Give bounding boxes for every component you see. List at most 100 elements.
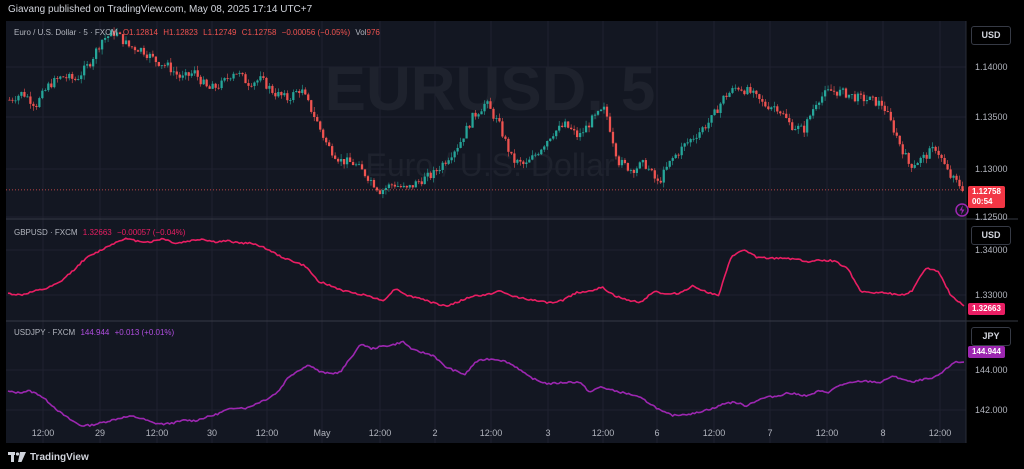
candle-body (345, 157, 349, 165)
candle-body (623, 159, 627, 164)
candle-body (450, 157, 453, 161)
candle-body (692, 138, 695, 140)
candle-body (728, 92, 731, 97)
candle-body (366, 176, 370, 181)
candle-body (528, 159, 531, 163)
eurusd-legend[interactable]: Euro / U.S. Dollar · 5 · FXCM O1.12814 H… (14, 28, 380, 37)
candle-body (525, 162, 528, 164)
candle-body (958, 179, 961, 187)
candle-body (453, 151, 456, 158)
candle-body (378, 190, 382, 195)
candle-body (50, 83, 53, 88)
candle-body (653, 170, 656, 179)
candle-body (354, 164, 358, 166)
footer[interactable]: TradingView (8, 449, 89, 465)
candle-body (904, 153, 907, 155)
candle-body (919, 157, 922, 163)
candle-body (426, 172, 429, 177)
candle-body (127, 40, 131, 47)
candle-body (561, 125, 564, 128)
candle-body (35, 105, 38, 108)
candle-body (253, 82, 256, 87)
candle-body (874, 96, 878, 106)
currency-unit-button[interactable]: USD (971, 26, 1011, 45)
candle-body (507, 138, 510, 152)
candle-body (809, 115, 812, 120)
candle-body (567, 121, 570, 128)
candle-body (955, 175, 958, 180)
candle-body (725, 95, 728, 97)
tradingview-logo-icon (8, 451, 26, 463)
candle-body (417, 181, 420, 183)
candle-body (752, 90, 755, 93)
candle-body (89, 64, 92, 67)
eurusd-low: L1.12749 (203, 28, 237, 37)
watermark-symbol: EURUSD, 5 (325, 55, 656, 124)
candle-body (710, 115, 713, 123)
candle-body (226, 78, 229, 79)
candle-body (438, 169, 441, 172)
price-axis-label: 1.13500 (975, 112, 1008, 122)
candle-body (889, 111, 892, 121)
candle-body (635, 168, 639, 173)
candle-body (106, 36, 110, 39)
candle-body (319, 121, 322, 130)
candle-body (770, 107, 773, 110)
watermark-description: Euro / U.S. Dollar (366, 147, 615, 183)
eurusd-last-price-tag: 1.12758 00:54 (968, 186, 1005, 208)
candle-body (247, 83, 250, 86)
candle-body (339, 159, 343, 162)
price-axis-label: 144.000 (975, 365, 1008, 375)
gbpusd-legend[interactable]: GBPUSD · FXCM 1.32663 −0.00057 (−0.04%) (14, 228, 185, 237)
gbpusd-title: GBPUSD · FXCM (14, 228, 78, 237)
usdjpy-legend[interactable]: USDJPY · FXCM 144.944 +0.013 (+0.01%) (14, 328, 174, 337)
candle-body (504, 136, 507, 139)
candle-body (259, 76, 262, 81)
candle-body (749, 87, 752, 93)
price-axis-label: 1.33000 (975, 290, 1008, 300)
candle-body (351, 161, 355, 166)
candle-body (375, 187, 379, 191)
candle-body (62, 76, 65, 78)
candle-body (178, 74, 181, 78)
candle-body (856, 93, 860, 102)
lightning-icon[interactable] (955, 203, 969, 217)
candle-body (946, 164, 949, 170)
candle-body (118, 32, 122, 35)
candle-body (880, 100, 883, 106)
candle-body (668, 160, 671, 167)
time-axis-label: 12:00 (592, 428, 615, 438)
time-axis-label: 12:00 (929, 428, 952, 438)
candle-body (764, 101, 767, 107)
candle-body (277, 91, 280, 97)
candle-body (587, 125, 591, 128)
candle-body (746, 87, 749, 95)
candle-body (151, 53, 155, 57)
candle-body (534, 154, 537, 156)
candle-body (316, 117, 319, 122)
candle-body (109, 30, 113, 37)
candle-body (38, 98, 41, 108)
candle-body (310, 100, 313, 112)
candle-body (716, 109, 719, 113)
candle-body (626, 163, 630, 171)
candle-body (590, 115, 594, 128)
currency-unit-button[interactable]: USD (971, 226, 1011, 245)
candle-body (916, 162, 919, 166)
candle-body (112, 30, 116, 36)
eurusd-change: −0.00056 (−0.05%) (281, 28, 351, 37)
time-axis-label: 30 (207, 428, 217, 438)
candle-body (641, 160, 644, 163)
candle-body (77, 79, 80, 80)
candle-body (758, 94, 761, 100)
candle-body (680, 146, 683, 156)
usdjpy-title: USDJPY · FXCM (14, 328, 76, 337)
candle-body (608, 116, 612, 132)
gbpusd-change: −0.00057 (−0.04%) (116, 228, 186, 237)
candle-body (169, 62, 172, 73)
candle-body (767, 106, 770, 110)
candle-body (47, 83, 50, 91)
candle-body (844, 88, 848, 98)
currency-unit-button[interactable]: JPY (971, 327, 1011, 346)
